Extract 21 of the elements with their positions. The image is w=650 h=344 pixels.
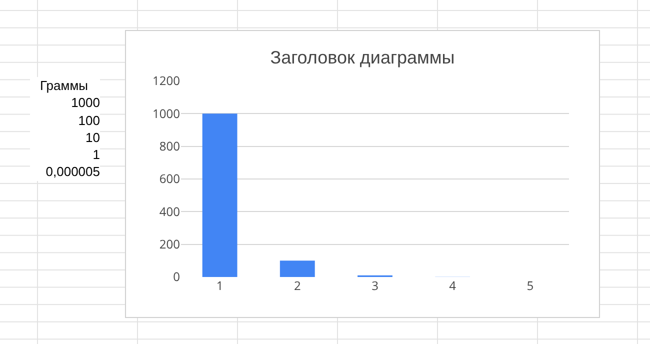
- bar: [202, 114, 238, 277]
- x-tick-label: 3: [372, 277, 379, 294]
- y-tick-label: 600: [159, 170, 180, 188]
- y-tick-label: 1200: [152, 72, 180, 90]
- x-tick-label: 1: [216, 277, 224, 294]
- x-tick-label: 4: [449, 277, 456, 294]
- y-tick-label: 400: [159, 202, 180, 220]
- x-tick-label: 5: [526, 277, 534, 294]
- bar: [280, 260, 315, 277]
- y-tick-label: 200: [159, 236, 180, 253]
- text: 100: [30, 112, 100, 129]
- y-tick-label: 800: [159, 138, 180, 155]
- text: 1000: [30, 94, 100, 112]
- text: 10: [30, 128, 100, 146]
- y-tick-label: 1000: [152, 104, 180, 122]
- x-tick-label: 2: [294, 277, 301, 294]
- text: Граммы: [30, 77, 100, 94]
- text: 1: [30, 146, 100, 164]
- text: 0,000005: [30, 163, 100, 181]
- y-tick-label: 0: [173, 268, 180, 286]
- chart-title: Заголовок диаграммы: [270, 48, 455, 68]
